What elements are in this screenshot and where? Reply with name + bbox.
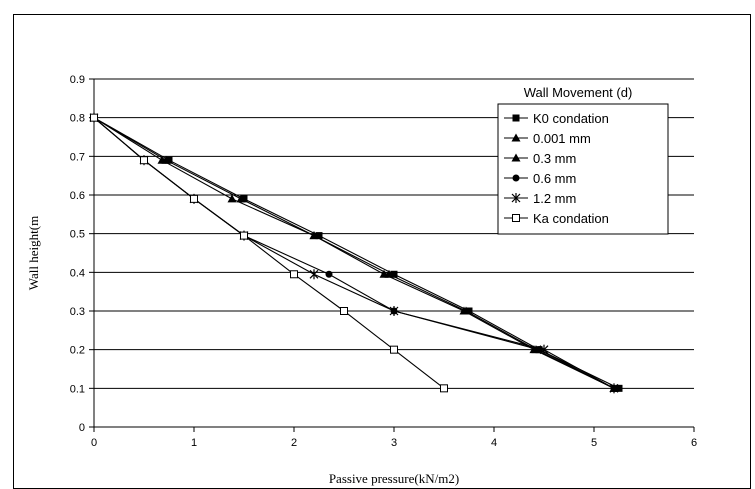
x-tick-label: 5 — [591, 437, 597, 449]
legend-label: 0.6 mm — [533, 171, 576, 186]
series-line-2 — [93, 117, 615, 389]
y-tick-label: 0.6 — [70, 190, 85, 202]
legend-item: Ka condation — [504, 211, 609, 226]
legend-marker — [511, 193, 521, 203]
data-point — [309, 231, 319, 240]
legend-box — [497, 103, 669, 235]
x-tick-label: 4 — [491, 437, 497, 449]
axes — [89, 78, 695, 432]
data-point — [190, 194, 198, 203]
legend-item: 0.3 mm — [504, 151, 576, 166]
data-point — [390, 345, 398, 354]
series-5 — [90, 113, 448, 393]
legend-marker — [512, 214, 520, 222]
x-tick-label: 0 — [91, 437, 97, 449]
legend-marker — [511, 133, 521, 142]
legend-marker — [511, 153, 521, 162]
legend-label: 1.2 mm — [533, 191, 576, 206]
legend-label: 0.001 mm — [533, 131, 591, 146]
data-point — [165, 156, 173, 164]
legend-marker — [512, 174, 520, 182]
x-tick-label: 6 — [691, 437, 697, 449]
data-point — [309, 269, 319, 280]
data-point — [315, 232, 323, 240]
legend-label: 0.3 mm — [533, 151, 576, 166]
legend-item: K0 condation — [504, 111, 609, 126]
data-point — [609, 383, 619, 394]
x-tick-label: 2 — [291, 437, 297, 449]
y-tick-label: 0.4 — [70, 267, 85, 279]
y-tick-label: 0.3 — [70, 306, 85, 318]
data-point — [140, 156, 148, 165]
series-lines — [89, 112, 623, 394]
legend-item: 1.2 mm — [504, 191, 576, 206]
series-line-1 — [93, 117, 615, 389]
legend-title: Wall Movement (d) — [524, 85, 633, 100]
chart-frame — [13, 14, 751, 489]
y-tick-label: 0.8 — [70, 113, 85, 125]
data-point — [539, 344, 549, 355]
legend-marker — [512, 114, 520, 122]
data-point — [389, 306, 399, 316]
data-point — [459, 306, 469, 315]
tick-labels: 0 0.1 0.2 0.3 0.4 0.5 0.6 0.7 0.8 0.9 0 1 2 3 4 5 6 — [70, 74, 697, 449]
y-tick-label: 0.1 — [70, 383, 85, 395]
data-point — [290, 270, 298, 279]
data-point — [340, 307, 348, 315]
data-point — [379, 269, 389, 278]
legend-label: Ka condation — [533, 211, 609, 226]
data-point — [240, 231, 248, 240]
data-point — [615, 384, 623, 392]
data-point — [240, 195, 248, 203]
data-point — [390, 270, 398, 278]
y-tick-label: 0.5 — [70, 229, 85, 241]
y-tick-label: 0.2 — [70, 345, 85, 357]
y-tick-label: 0 — [79, 422, 85, 434]
x-tick-label: 1 — [191, 437, 197, 449]
data-point — [325, 270, 333, 278]
data-point — [90, 113, 98, 122]
legend: Wall Movement (d) K0 condation 0.001 mm 0.… — [497, 85, 669, 235]
data-point — [157, 155, 167, 164]
x-axis-label: Passive pressure(kN/m2) — [329, 471, 459, 486]
y-axis-label: Wall height(m — [26, 216, 41, 290]
y-tick-label: 0.9 — [70, 74, 85, 86]
legend-item: 0.001 mm — [504, 131, 591, 146]
data-point — [440, 384, 448, 393]
y-tick-label: 0.7 — [70, 151, 85, 163]
data-point — [236, 194, 246, 203]
x-tick-label: 3 — [391, 437, 397, 449]
series-line-5 — [93, 117, 445, 389]
legend-label: K0 condation — [533, 111, 609, 126]
data-point — [465, 307, 473, 315]
series-line-0 — [93, 117, 620, 389]
data-point — [227, 194, 237, 203]
legend-item: 0.6 mm — [504, 171, 576, 186]
